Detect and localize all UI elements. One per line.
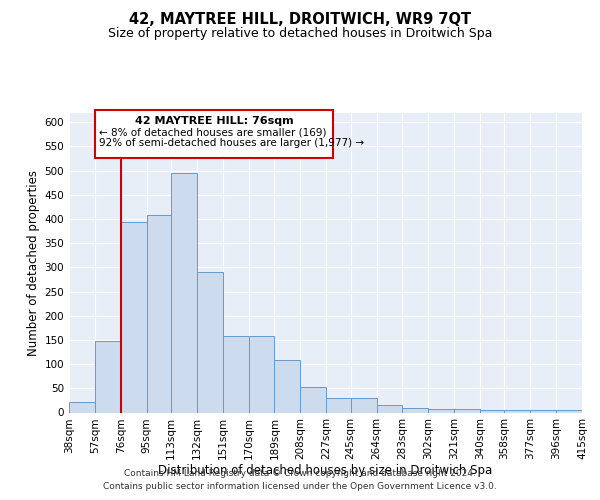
X-axis label: Distribution of detached houses by size in Droitwich Spa: Distribution of detached houses by size … [158,464,493,476]
Text: 42, MAYTREE HILL, DROITWICH, WR9 7QT: 42, MAYTREE HILL, DROITWICH, WR9 7QT [129,12,471,28]
Bar [301,387,326,412]
Bar [480,410,505,412]
Bar [171,172,197,412]
Text: 92% of semi-detached houses are larger (1,977) →: 92% of semi-detached houses are larger (… [99,138,364,148]
Bar [69,402,95,412]
Bar [454,408,480,412]
Bar [428,408,454,412]
Text: Size of property relative to detached houses in Droitwich Spa: Size of property relative to detached ho… [108,28,492,40]
Bar [223,336,248,412]
Text: Contains public sector information licensed under the Open Government Licence v3: Contains public sector information licen… [103,482,497,491]
Bar [530,410,556,412]
Bar [95,110,333,158]
Bar [350,398,377,412]
Bar [326,398,350,412]
Bar [146,215,171,412]
Y-axis label: Number of detached properties: Number of detached properties [27,170,40,356]
Text: Contains HM Land Registry data © Crown copyright and database right 2024.: Contains HM Land Registry data © Crown c… [124,468,476,477]
Bar [377,405,403,412]
Bar [274,360,301,412]
Text: 42 MAYTREE HILL: 76sqm: 42 MAYTREE HILL: 76sqm [134,116,293,126]
Bar [556,410,582,412]
Bar [121,222,146,412]
Bar [403,408,428,412]
Bar [505,410,530,412]
Bar [197,272,223,412]
Text: ← 8% of detached houses are smaller (169): ← 8% of detached houses are smaller (169… [99,127,326,137]
Bar [95,342,121,412]
Bar [248,336,274,412]
